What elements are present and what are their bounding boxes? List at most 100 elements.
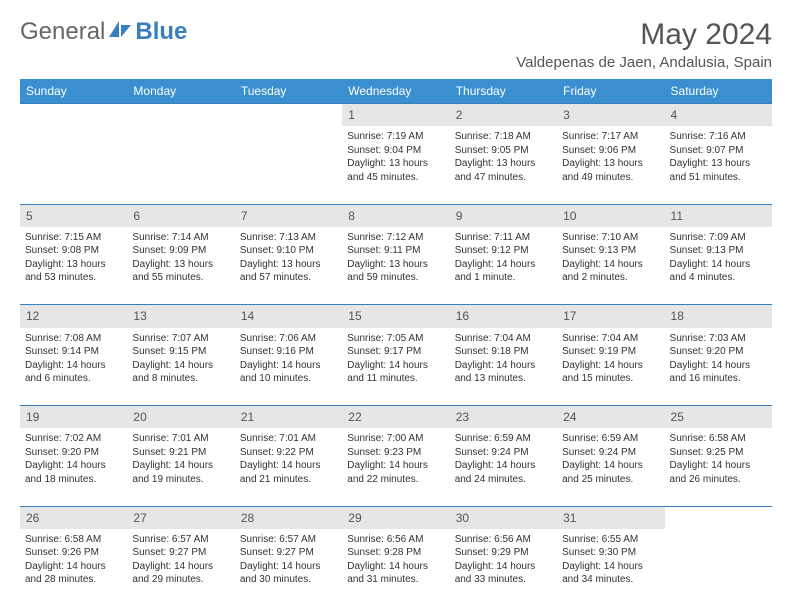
sunrise-line: Sunrise: 7:17 AM [562,130,659,144]
day-text: Sunrise: 7:19 AMSunset: 9:04 PMDaylight:… [347,130,444,184]
day-number-cell: 8 [342,204,449,227]
day-header: Saturday [665,79,772,104]
day-number-cell: 28 [235,506,342,529]
day-detail-cell [127,126,234,204]
day-number-cell: 12 [20,305,127,328]
day-detail-cell: Sunrise: 7:13 AMSunset: 9:10 PMDaylight:… [235,227,342,305]
daylight-line: Daylight: 14 hours and 33 minutes. [455,560,552,587]
day-text: Sunrise: 7:01 AMSunset: 9:22 PMDaylight:… [240,432,337,486]
sunrise-line: Sunrise: 7:10 AM [562,231,659,245]
sunrise-line: Sunrise: 6:58 AM [25,533,122,547]
logo-text-1: General [20,18,105,46]
sunrise-line: Sunrise: 6:59 AM [562,432,659,446]
day-header-row: SundayMondayTuesdayWednesdayThursdayFrid… [20,79,772,104]
calendar-body: 1234 Sunrise: 7:19 AMSunset: 9:04 PMDayli… [20,104,772,607]
day-detail-cell: Sunrise: 7:11 AMSunset: 9:12 PMDaylight:… [450,227,557,305]
day-number-cell: 21 [235,406,342,429]
daylight-line: Daylight: 13 hours and 49 minutes. [562,157,659,184]
day-text: Sunrise: 6:59 AMSunset: 9:24 PMDaylight:… [562,432,659,486]
day-number-cell: 14 [235,305,342,328]
day-text: Sunrise: 6:59 AMSunset: 9:24 PMDaylight:… [455,432,552,486]
location: Valdepenas de Jaen, Andalusia, Spain [516,54,772,71]
sunrise-line: Sunrise: 7:03 AM [670,332,767,346]
daylight-line: Daylight: 14 hours and 11 minutes. [347,359,444,386]
day-text: Sunrise: 7:10 AMSunset: 9:13 PMDaylight:… [562,231,659,285]
day-text: Sunrise: 7:02 AMSunset: 9:20 PMDaylight:… [25,432,122,486]
day-number-cell: 11 [665,204,772,227]
daylight-line: Daylight: 13 hours and 57 minutes. [240,258,337,285]
sunrise-line: Sunrise: 6:59 AM [455,432,552,446]
sunset-line: Sunset: 9:08 PM [25,244,122,258]
day-number-cell [235,104,342,127]
day-number-cell: 9 [450,204,557,227]
sunset-line: Sunset: 9:29 PM [455,546,552,560]
sunset-line: Sunset: 9:16 PM [240,345,337,359]
day-detail-cell: Sunrise: 6:58 AMSunset: 9:26 PMDaylight:… [20,529,127,607]
sunrise-line: Sunrise: 7:15 AM [25,231,122,245]
day-text: Sunrise: 7:06 AMSunset: 9:16 PMDaylight:… [240,332,337,386]
sunrise-line: Sunrise: 7:19 AM [347,130,444,144]
day-detail-cell: Sunrise: 6:59 AMSunset: 9:24 PMDaylight:… [450,428,557,506]
day-text: Sunrise: 6:57 AMSunset: 9:27 PMDaylight:… [132,533,229,587]
day-header: Thursday [450,79,557,104]
day-detail-cell: Sunrise: 7:09 AMSunset: 9:13 PMDaylight:… [665,227,772,305]
sunset-line: Sunset: 9:24 PM [562,446,659,460]
daylight-line: Daylight: 14 hours and 21 minutes. [240,459,337,486]
sunrise-line: Sunrise: 7:01 AM [132,432,229,446]
day-text: Sunrise: 6:55 AMSunset: 9:30 PMDaylight:… [562,533,659,587]
day-text: Sunrise: 7:04 AMSunset: 9:19 PMDaylight:… [562,332,659,386]
sail-icon [107,18,133,46]
day-detail-cell: Sunrise: 7:14 AMSunset: 9:09 PMDaylight:… [127,227,234,305]
day-text: Sunrise: 7:13 AMSunset: 9:10 PMDaylight:… [240,231,337,285]
day-detail-cell: Sunrise: 7:06 AMSunset: 9:16 PMDaylight:… [235,328,342,406]
day-detail-cell: Sunrise: 7:12 AMSunset: 9:11 PMDaylight:… [342,227,449,305]
sunset-line: Sunset: 9:11 PM [347,244,444,258]
sunset-line: Sunset: 9:18 PM [455,345,552,359]
day-text: Sunrise: 6:56 AMSunset: 9:29 PMDaylight:… [455,533,552,587]
day-detail-cell: Sunrise: 7:10 AMSunset: 9:13 PMDaylight:… [557,227,664,305]
daylight-line: Daylight: 14 hours and 13 minutes. [455,359,552,386]
day-header: Tuesday [235,79,342,104]
daylight-line: Daylight: 14 hours and 16 minutes. [670,359,767,386]
daylight-line: Daylight: 14 hours and 10 minutes. [240,359,337,386]
daylight-line: Daylight: 14 hours and 28 minutes. [25,560,122,587]
sunrise-line: Sunrise: 6:56 AM [347,533,444,547]
daylight-line: Daylight: 14 hours and 30 minutes. [240,560,337,587]
daynum-row: 1234 [20,104,772,127]
daylight-line: Daylight: 14 hours and 31 minutes. [347,560,444,587]
day-header: Monday [127,79,234,104]
day-detail-cell: Sunrise: 7:07 AMSunset: 9:15 PMDaylight:… [127,328,234,406]
day-text: Sunrise: 7:00 AMSunset: 9:23 PMDaylight:… [347,432,444,486]
day-number-cell: 3 [557,104,664,127]
sunset-line: Sunset: 9:14 PM [25,345,122,359]
sunrise-line: Sunrise: 7:01 AM [240,432,337,446]
daylight-line: Daylight: 13 hours and 51 minutes. [670,157,767,184]
day-number-cell: 6 [127,204,234,227]
day-detail-cell: Sunrise: 7:19 AMSunset: 9:04 PMDaylight:… [342,126,449,204]
daylight-line: Daylight: 13 hours and 53 minutes. [25,258,122,285]
day-text: Sunrise: 7:08 AMSunset: 9:14 PMDaylight:… [25,332,122,386]
daylight-line: Daylight: 14 hours and 26 minutes. [670,459,767,486]
day-number-cell: 23 [450,406,557,429]
daylight-line: Daylight: 14 hours and 34 minutes. [562,560,659,587]
daylight-line: Daylight: 13 hours and 47 minutes. [455,157,552,184]
sunrise-line: Sunrise: 6:57 AM [240,533,337,547]
logo: General Blue [20,18,187,46]
day-text: Sunrise: 6:58 AMSunset: 9:25 PMDaylight:… [670,432,767,486]
day-number-cell: 16 [450,305,557,328]
sunset-line: Sunset: 9:26 PM [25,546,122,560]
day-text: Sunrise: 7:11 AMSunset: 9:12 PMDaylight:… [455,231,552,285]
daylight-line: Daylight: 14 hours and 15 minutes. [562,359,659,386]
daylight-line: Daylight: 14 hours and 29 minutes. [132,560,229,587]
daylight-line: Daylight: 14 hours and 1 minute. [455,258,552,285]
daynum-row: 19202122232425 [20,406,772,429]
sunrise-line: Sunrise: 7:08 AM [25,332,122,346]
day-number-cell: 10 [557,204,664,227]
sunrise-line: Sunrise: 7:18 AM [455,130,552,144]
sunset-line: Sunset: 9:17 PM [347,345,444,359]
daynum-row: 12131415161718 [20,305,772,328]
sunset-line: Sunset: 9:05 PM [455,144,552,158]
day-number-cell: 25 [665,406,772,429]
day-number-cell: 15 [342,305,449,328]
day-text: Sunrise: 7:17 AMSunset: 9:06 PMDaylight:… [562,130,659,184]
